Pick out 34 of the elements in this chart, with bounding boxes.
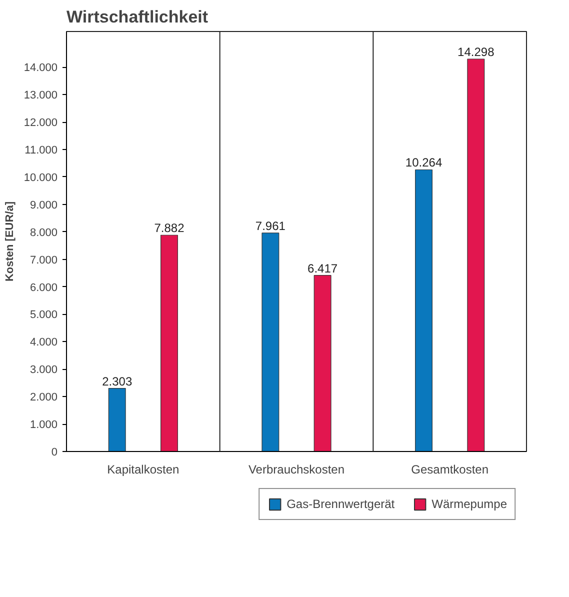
x-tick-label: Kapitalkosten <box>107 462 180 476</box>
chart-title: Wirtschaftlichkeit <box>66 8 208 26</box>
bar <box>314 275 332 452</box>
bar <box>415 169 432 452</box>
bar <box>467 58 485 452</box>
bar <box>108 388 126 452</box>
y-tick-label: 4.000 <box>30 336 58 349</box>
data-label: 7.961 <box>255 218 286 233</box>
data-label: 7.882 <box>154 221 185 236</box>
legend-label: Gas-Brennwertgerät <box>286 497 395 511</box>
data-label: 2.303 <box>102 374 132 388</box>
y-tick-label: 5.000 <box>30 309 58 322</box>
y-tick-label: 12.000 <box>24 117 58 130</box>
bar <box>160 234 178 452</box>
data-label: 10.264 <box>405 156 442 170</box>
data-label: 6.417 <box>308 261 338 276</box>
y-tick-label: 9.000 <box>30 199 58 212</box>
y-tick-label: 3.000 <box>30 364 58 376</box>
y-tick-label: 14.000 <box>24 62 58 74</box>
y-axis-title: Kosten [EUR/a] <box>4 201 16 282</box>
y-tick-label: 8.000 <box>30 226 58 239</box>
y-tick-label: 10.000 <box>24 172 58 184</box>
x-tick-label: Verbrauchskosten <box>248 462 345 476</box>
y-tick-label: 6.000 <box>30 282 58 294</box>
legend-label: Wärmepumpe <box>432 497 507 511</box>
y-tick-label: 2.000 <box>30 392 58 404</box>
x-tick-label: Gesamtkosten <box>411 462 489 476</box>
y-tick-label: 13.000 <box>24 90 58 102</box>
y-tick-label: 11.000 <box>24 144 58 157</box>
y-tick-label: 0 <box>51 446 58 458</box>
bar <box>262 232 280 452</box>
data-label: 14.298 <box>458 45 495 60</box>
y-tick-label: 7.000 <box>30 254 58 266</box>
y-tick-label: 1.000 <box>30 419 58 432</box>
